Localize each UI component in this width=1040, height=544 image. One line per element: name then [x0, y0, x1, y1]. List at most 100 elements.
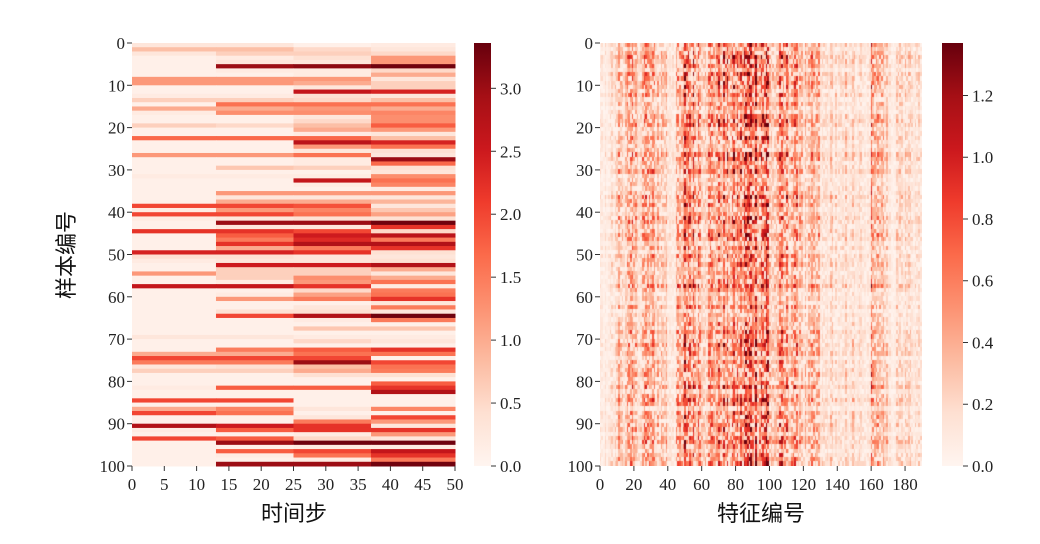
- heatmap-cell: [293, 372, 372, 378]
- heatmap-cell: [215, 144, 294, 150]
- heatmap-cell: [132, 51, 217, 57]
- heatmap-cell: [293, 186, 372, 192]
- heatmap-cell: [132, 427, 217, 433]
- heatmap-cell: [132, 356, 217, 361]
- right-x-tick-label: 0: [596, 475, 605, 494]
- right-y-tick-label: 60: [576, 288, 593, 307]
- heatmap-cell: [293, 284, 372, 289]
- heatmap-cell: [215, 165, 294, 171]
- feature-heatmap-cells: [600, 43, 922, 466]
- heatmap-cell: [293, 330, 372, 336]
- heatmap-cell: [371, 174, 456, 179]
- right-x-tick-label: 60: [693, 475, 710, 494]
- heatmap-cell: [371, 330, 456, 336]
- heatmap-cell: [293, 93, 372, 99]
- heatmap-cell: [215, 309, 294, 315]
- heatmap-cell: [371, 68, 456, 74]
- heatmap-cell: [371, 419, 456, 425]
- heatmap-cell: [132, 292, 217, 298]
- heatmap-cell: [132, 89, 217, 95]
- heatmap-cell: [132, 93, 217, 99]
- heatmap-cell: [215, 444, 294, 450]
- right-x-tick-label: 160: [858, 475, 884, 494]
- heatmap-cell: [215, 140, 294, 146]
- heatmap-cell: [215, 110, 294, 116]
- heatmap-cell: [215, 123, 294, 129]
- heatmap-cell: [371, 59, 456, 65]
- heatmap-cell: [371, 161, 456, 167]
- heatmap-cell: [293, 229, 372, 234]
- heatmap-cell: [371, 220, 456, 226]
- heatmap-cell: [215, 216, 294, 222]
- right-x-tick-label: 180: [892, 475, 918, 494]
- heatmap-cell: [215, 212, 294, 217]
- heatmap-cell: [132, 203, 217, 209]
- heatmap-cell: [371, 457, 456, 463]
- heatmap-cell: [132, 258, 217, 264]
- heatmap-cell: [293, 114, 372, 120]
- heatmap-cell: [371, 381, 456, 387]
- heatmap-cell: [132, 279, 217, 285]
- left-colorbar-tick-label: 1.5: [500, 268, 521, 287]
- heatmap-cell: [132, 402, 217, 408]
- heatmap-cell: [293, 288, 372, 294]
- heatmap-cell: [132, 385, 217, 391]
- heatmap-cell: [215, 178, 294, 184]
- heatmap-cell: [293, 97, 372, 103]
- heatmap-cell: [132, 76, 217, 82]
- heatmap-cell: [293, 317, 372, 323]
- heatmap-cell: [215, 368, 294, 374]
- heatmap-cell: [371, 110, 456, 116]
- heatmap-cell: [215, 292, 294, 298]
- heatmap-cell: [132, 301, 217, 306]
- heatmap-cell: [215, 305, 294, 310]
- heatmap-cell: [293, 76, 372, 82]
- heatmap-cell: [371, 182, 456, 188]
- heatmap-cell: [132, 186, 217, 192]
- heatmap-cell: [215, 55, 294, 61]
- right-x-tick-label: 120: [791, 475, 817, 494]
- heatmap-cell: [371, 76, 456, 82]
- heatmap-cell: [215, 372, 294, 378]
- right-y-tick-label: 40: [576, 203, 593, 222]
- heatmap-cell: [215, 436, 294, 442]
- heatmap-cell: [215, 81, 294, 86]
- heatmap-cell: [371, 453, 456, 459]
- left-x-tick-label: 50: [447, 475, 464, 494]
- heatmap-cell: [215, 296, 294, 302]
- heatmap-cell: [371, 343, 456, 349]
- heatmap-cell: [371, 123, 456, 129]
- heatmap-cell: [215, 351, 294, 357]
- heatmap-cell: [293, 313, 372, 319]
- heatmap-cell: [132, 161, 217, 167]
- heatmap-cell: [215, 271, 294, 277]
- heatmap-cell: [132, 322, 217, 327]
- heatmap-cell: [293, 246, 372, 251]
- left-y-tick-label: 80: [108, 372, 125, 391]
- heatmap-cell: [293, 191, 372, 196]
- heatmap-cell: [132, 55, 217, 61]
- heatmap-cell: [215, 394, 294, 399]
- heatmap-cell: [293, 334, 372, 340]
- heatmap-cell: [132, 444, 217, 450]
- heatmap-cell: [371, 427, 456, 433]
- heatmap-cell: [293, 178, 372, 184]
- heatmap-cell: [293, 207, 372, 213]
- heatmap-cell: [132, 237, 217, 243]
- heatmap-cell: [132, 317, 217, 323]
- heatmap-cell: [371, 317, 456, 323]
- heatmap-cell: [293, 267, 372, 272]
- heatmap-cell: [132, 296, 217, 302]
- heatmap-cell: [371, 229, 456, 234]
- heatmap-cell: [132, 127, 217, 133]
- heatmap-cell: [371, 258, 456, 264]
- heatmap-cell: [215, 275, 294, 281]
- heatmap-cell: [132, 131, 217, 137]
- heatmap-cell: [215, 207, 294, 213]
- heatmap-cell: [371, 449, 456, 454]
- heatmap-cell: [215, 334, 294, 340]
- heatmap-cell: [293, 136, 372, 141]
- heatmap-cell: [215, 330, 294, 336]
- heatmap-cell: [371, 415, 456, 420]
